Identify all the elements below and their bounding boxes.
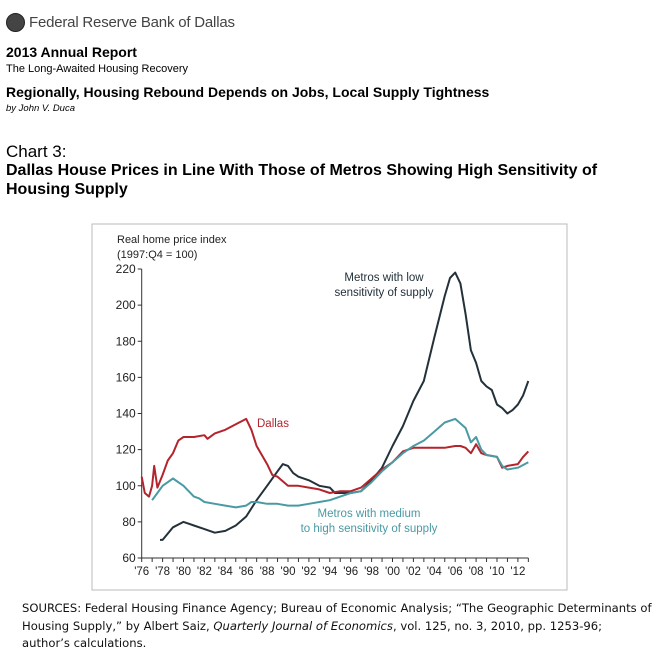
y-tick-label: 120	[116, 443, 136, 457]
x-tick-label: '96	[343, 566, 358, 578]
y-tick-label: 220	[116, 262, 136, 276]
x-tick-label: '00	[385, 566, 400, 578]
series-label-0: Metros with low	[344, 272, 424, 284]
y-tick-label: 80	[122, 515, 136, 529]
y-tick-label: 180	[116, 334, 136, 348]
x-tick-label: '84	[218, 566, 234, 578]
series-label-2: Metros with medium	[318, 508, 421, 520]
x-tick-label: '76	[134, 566, 149, 578]
x-tick-label: '12	[510, 566, 525, 578]
series-label-0: sensitivity of supply	[334, 287, 433, 299]
x-tick-label: '06	[448, 566, 463, 578]
x-tick-label: '94	[322, 566, 338, 578]
x-tick-label: '90	[281, 566, 296, 578]
sources-journal: Quarterly Journal of Economics	[213, 618, 393, 633]
chart-number: Chart 3:	[6, 142, 67, 161]
sources-note: SOURCES: Federal Housing Finance Agency;…	[22, 600, 652, 653]
series-line-2	[151, 417, 529, 509]
x-tick-label: '78	[155, 566, 170, 578]
x-tick-label: '08	[469, 566, 484, 578]
sources-text-end: , vol. 125, no. 3, 2010, pp. 1253-96; au…	[22, 618, 603, 651]
author: by John V. Duca	[6, 103, 76, 114]
x-tick-label: '10	[490, 566, 505, 578]
x-tick-label: '82	[197, 566, 212, 578]
series-label-2: to high sensitivity of supply	[301, 523, 438, 535]
series-line-1	[140, 417, 530, 498]
series-label-1: Dallas	[257, 418, 289, 430]
x-tick-label: '98	[364, 566, 379, 578]
sources-text: SOURCES: Federal Housing Finance Agency;…	[22, 601, 652, 633]
y-tick-label: 140	[116, 407, 136, 421]
x-tick-label: '86	[239, 566, 254, 578]
x-tick-label: '92	[301, 566, 316, 578]
brand-logo: Federal Reserve Bank of Dallas	[6, 13, 235, 32]
y-axis-label-line2: (1997:Q4 = 100)	[117, 249, 197, 261]
article-title: Regionally, Housing Rebound Depends on J…	[6, 84, 490, 100]
y-tick-label: 100	[116, 479, 136, 493]
x-tick-label: '02	[406, 566, 421, 578]
fed-seal-icon	[6, 13, 25, 32]
brand-name: Federal Reserve Bank of Dallas	[29, 14, 235, 31]
y-tick-label: 200	[116, 298, 136, 312]
chart-frame	[91, 223, 568, 591]
report-title: 2013 Annual Report	[6, 44, 137, 60]
y-axis-label-line1: Real home price index	[117, 234, 227, 246]
y-tick-label: 60	[122, 551, 136, 565]
x-tick-label: '04	[427, 566, 443, 578]
report-subtitle: The Long-Awaited Housing Recovery	[6, 63, 189, 75]
chart-heading: Dallas House Prices in Line With Those o…	[6, 162, 598, 198]
x-tick-label: '80	[176, 566, 191, 578]
y-tick-label: 160	[116, 370, 136, 384]
x-tick-label: '88	[260, 566, 275, 578]
line-chart: Real home price index (1997:Q4 = 100) 60…	[91, 223, 568, 591]
